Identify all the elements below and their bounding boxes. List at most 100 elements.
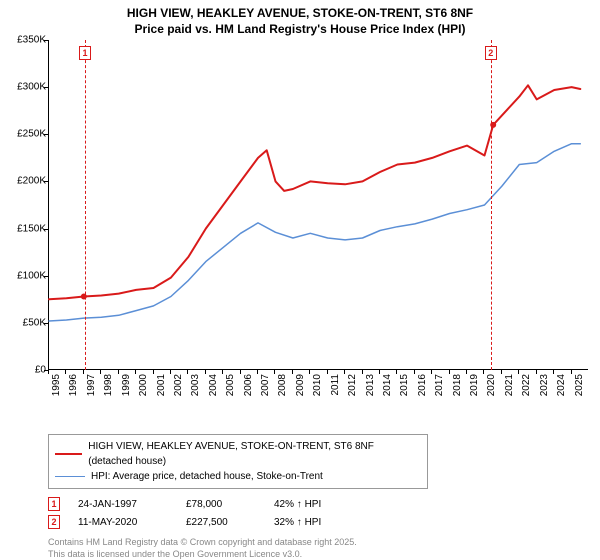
x-tick-label: 2003 bbox=[190, 374, 201, 396]
x-tick-label: 1995 bbox=[51, 374, 62, 396]
x-tick-label: 2006 bbox=[243, 374, 254, 396]
sale-hpi-2: 32% ↑ HPI bbox=[274, 517, 354, 528]
x-tick-mark bbox=[48, 370, 49, 374]
x-tick-mark bbox=[135, 370, 136, 374]
x-tick-mark bbox=[222, 370, 223, 374]
x-tick-label: 1996 bbox=[68, 374, 79, 396]
y-tick-mark bbox=[44, 87, 48, 88]
y-tick-mark bbox=[44, 276, 48, 277]
x-tick-mark bbox=[483, 370, 484, 374]
x-tick-label: 2016 bbox=[417, 374, 428, 396]
y-tick-label: £200K bbox=[17, 176, 46, 187]
x-tick-mark bbox=[292, 370, 293, 374]
x-tick-mark bbox=[187, 370, 188, 374]
x-tick-mark bbox=[466, 370, 467, 374]
x-tick-label: 2012 bbox=[347, 374, 358, 396]
x-tick-label: 1997 bbox=[86, 374, 97, 396]
x-tick-mark bbox=[396, 370, 397, 374]
x-tick-label: 2005 bbox=[225, 374, 236, 396]
title-line-1: HIGH VIEW, HEAKLEY AVENUE, STOKE-ON-TREN… bbox=[0, 6, 600, 22]
x-tick-mark bbox=[118, 370, 119, 374]
x-tick-mark bbox=[449, 370, 450, 374]
x-tick-label: 2007 bbox=[260, 374, 271, 396]
chart-title: HIGH VIEW, HEAKLEY AVENUE, STOKE-ON-TREN… bbox=[0, 0, 600, 39]
x-tick-mark bbox=[553, 370, 554, 374]
x-tick-label: 2004 bbox=[208, 374, 219, 396]
plot-wrap: 12 £0£50K£100K£150K£200K£250K£300K£350K1… bbox=[0, 40, 600, 400]
x-tick-label: 2018 bbox=[452, 374, 463, 396]
x-tick-label: 2024 bbox=[556, 374, 567, 396]
sale-vline-2 bbox=[491, 40, 492, 370]
y-tick-mark bbox=[44, 181, 48, 182]
x-tick-label: 2022 bbox=[521, 374, 532, 396]
x-tick-label: 2015 bbox=[399, 374, 410, 396]
legend-label-price: HIGH VIEW, HEAKLEY AVENUE, STOKE-ON-TREN… bbox=[88, 439, 421, 469]
x-tick-mark bbox=[65, 370, 66, 374]
x-tick-label: 2017 bbox=[434, 374, 445, 396]
legend-and-notes: HIGH VIEW, HEAKLEY AVENUE, STOKE-ON-TREN… bbox=[48, 434, 588, 560]
x-tick-mark bbox=[205, 370, 206, 374]
x-tick-label: 2013 bbox=[365, 374, 376, 396]
x-tick-label: 2021 bbox=[504, 374, 515, 396]
y-tick-label: £250K bbox=[17, 129, 46, 140]
footnote-line-1: Contains HM Land Registry data © Crown c… bbox=[48, 537, 588, 549]
legend-row-hpi: HPI: Average price, detached house, Stok… bbox=[55, 469, 421, 484]
x-tick-label: 2014 bbox=[382, 374, 393, 396]
footnote-line-2: This data is licensed under the Open Gov… bbox=[48, 549, 588, 560]
x-tick-mark bbox=[257, 370, 258, 374]
x-tick-mark bbox=[518, 370, 519, 374]
y-tick-label: £100K bbox=[17, 270, 46, 281]
y-tick-label: £350K bbox=[17, 35, 46, 46]
y-tick-label: £50K bbox=[23, 317, 46, 328]
sale-price-1: £78,000 bbox=[186, 499, 256, 510]
x-tick-label: 1998 bbox=[103, 374, 114, 396]
x-tick-mark bbox=[327, 370, 328, 374]
sale-date-1: 24-JAN-1997 bbox=[78, 499, 168, 510]
x-tick-mark bbox=[83, 370, 84, 374]
plot-area: 12 bbox=[48, 40, 588, 370]
legend-swatch-price bbox=[55, 453, 82, 455]
title-line-2: Price paid vs. HM Land Registry's House … bbox=[0, 22, 600, 38]
sales-row-2: 2 11-MAY-2020 £227,500 32% ↑ HPI bbox=[48, 513, 588, 531]
x-tick-mark bbox=[536, 370, 537, 374]
x-tick-mark bbox=[362, 370, 363, 374]
x-tick-mark bbox=[274, 370, 275, 374]
x-tick-mark bbox=[431, 370, 432, 374]
legend-swatch-hpi bbox=[55, 476, 85, 478]
x-tick-label: 2009 bbox=[295, 374, 306, 396]
series-hpi bbox=[49, 144, 580, 321]
series-price-paid bbox=[49, 85, 580, 299]
x-tick-mark bbox=[571, 370, 572, 374]
sale-price-2: £227,500 bbox=[186, 517, 256, 528]
x-tick-mark bbox=[170, 370, 171, 374]
x-tick-label: 2000 bbox=[138, 374, 149, 396]
x-tick-mark bbox=[379, 370, 380, 374]
sales-row-1: 1 24-JAN-1997 £78,000 42% ↑ HPI bbox=[48, 495, 588, 513]
y-tick-label: £150K bbox=[17, 223, 46, 234]
legend-row-price: HIGH VIEW, HEAKLEY AVENUE, STOKE-ON-TREN… bbox=[55, 439, 421, 469]
x-tick-label: 2023 bbox=[539, 374, 550, 396]
x-tick-mark bbox=[153, 370, 154, 374]
x-tick-label: 2002 bbox=[173, 374, 184, 396]
x-tick-label: 2011 bbox=[330, 374, 341, 396]
sale-hpi-1: 42% ↑ HPI bbox=[274, 499, 354, 510]
x-tick-label: 2008 bbox=[277, 374, 288, 396]
x-tick-label: 2019 bbox=[469, 374, 480, 396]
x-tick-label: 1999 bbox=[121, 374, 132, 396]
sale-marker-box-1: 1 bbox=[79, 46, 91, 60]
x-tick-mark bbox=[501, 370, 502, 374]
y-tick-mark bbox=[44, 134, 48, 135]
legend-box: HIGH VIEW, HEAKLEY AVENUE, STOKE-ON-TREN… bbox=[48, 434, 428, 489]
footnote: Contains HM Land Registry data © Crown c… bbox=[48, 537, 588, 560]
x-tick-mark bbox=[100, 370, 101, 374]
x-tick-label: 2025 bbox=[574, 374, 585, 396]
sales-table: 1 24-JAN-1997 £78,000 42% ↑ HPI 2 11-MAY… bbox=[48, 495, 588, 531]
x-tick-mark bbox=[240, 370, 241, 374]
x-tick-mark bbox=[309, 370, 310, 374]
sale-marker-2: 2 bbox=[48, 515, 60, 529]
x-tick-mark bbox=[344, 370, 345, 374]
sale-marker-box-2: 2 bbox=[485, 46, 497, 60]
sale-marker-1: 1 bbox=[48, 497, 60, 511]
y-tick-label: £300K bbox=[17, 82, 46, 93]
y-tick-mark bbox=[44, 323, 48, 324]
